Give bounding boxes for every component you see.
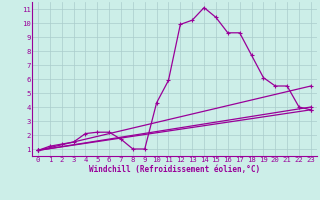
X-axis label: Windchill (Refroidissement éolien,°C): Windchill (Refroidissement éolien,°C)	[89, 165, 260, 174]
